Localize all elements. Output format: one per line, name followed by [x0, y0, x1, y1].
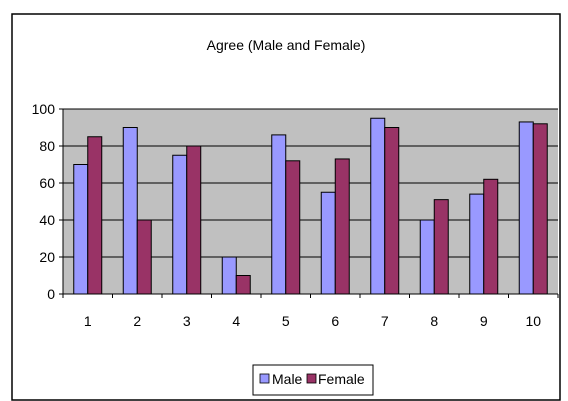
bar-male-7	[371, 118, 385, 294]
legend: Male Female	[253, 365, 373, 395]
bar-male-1	[74, 165, 88, 295]
x-tick-label: 7	[381, 313, 389, 329]
bar-female-6	[335, 159, 349, 294]
legend-label-male: Male	[272, 371, 303, 387]
y-tick-label: 40	[39, 212, 55, 228]
bar-male-10	[519, 122, 533, 294]
x-tick-label: 9	[480, 313, 488, 329]
y-tick-label: 80	[39, 138, 55, 154]
y-tick-label: 100	[32, 101, 56, 117]
bar-female-8	[434, 200, 448, 294]
x-tick-label: 5	[282, 313, 290, 329]
bar-male-8	[420, 220, 434, 294]
bar-female-2	[137, 220, 151, 294]
bar-female-7	[385, 128, 399, 295]
bar-male-4	[222, 257, 236, 294]
bar-male-3	[173, 155, 187, 294]
legend-label-female: Female	[318, 371, 365, 387]
legend-swatch-male	[260, 374, 269, 383]
bar-female-1	[88, 137, 102, 294]
bar-female-10	[533, 124, 547, 294]
x-tick-label: 2	[133, 313, 141, 329]
bar-female-3	[187, 146, 201, 294]
bar-female-9	[484, 179, 498, 294]
bar-female-4	[236, 276, 250, 295]
x-tick-label: 4	[232, 313, 240, 329]
x-tick-label: 8	[430, 313, 438, 329]
y-tick-label: 0	[47, 286, 55, 302]
bar-male-2	[123, 128, 137, 295]
legend-swatch-female	[307, 374, 316, 383]
x-tick-label: 1	[84, 313, 92, 329]
chart-title: Agree (Male and Female)	[207, 37, 366, 53]
x-tick-label: 6	[331, 313, 339, 329]
x-tick-label: 10	[525, 313, 541, 329]
bar-male-6	[321, 192, 335, 294]
bar-male-9	[470, 194, 484, 294]
bar-male-5	[272, 135, 286, 294]
y-tick-label: 20	[39, 249, 55, 265]
x-tick-label: 3	[183, 313, 191, 329]
y-tick-label: 60	[39, 175, 55, 191]
bar-female-5	[286, 161, 300, 294]
